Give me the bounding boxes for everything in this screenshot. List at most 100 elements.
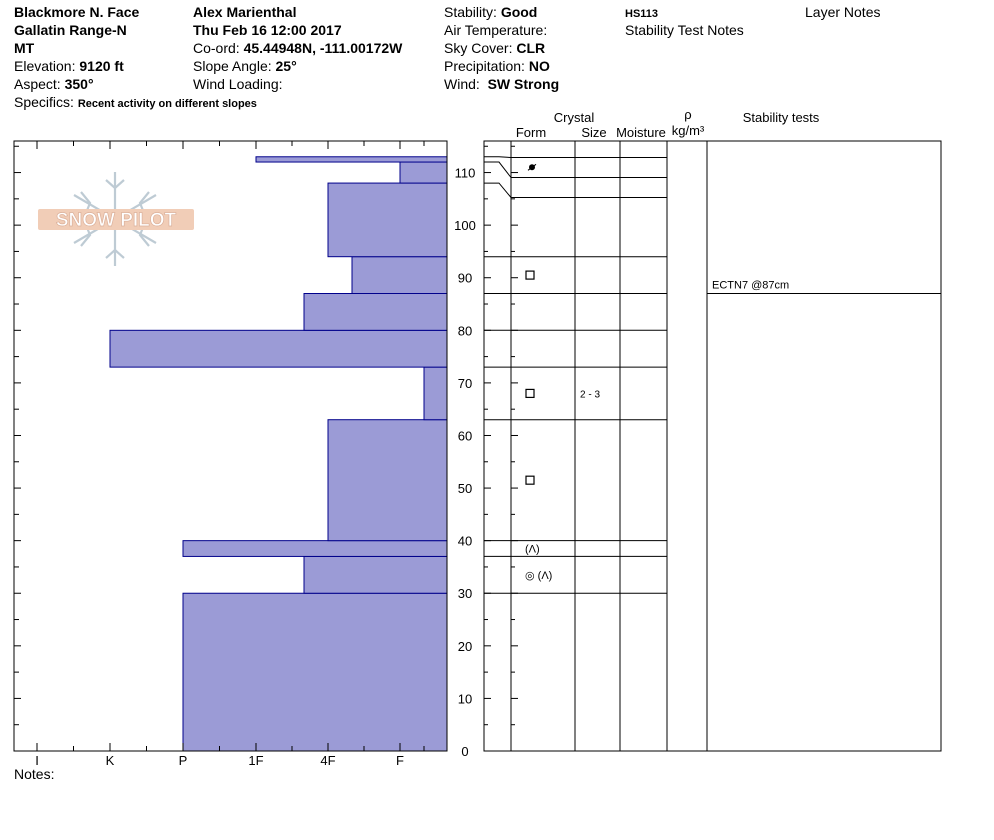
stability-label: Stability: bbox=[444, 4, 497, 20]
state-name: MT bbox=[14, 40, 35, 56]
crystal-symbols: 2 - 3 (Λ) ◎ (Λ) bbox=[525, 163, 600, 582]
aspect-label: Aspect: bbox=[14, 76, 61, 92]
crystal-form-label: (Λ) bbox=[525, 544, 540, 556]
height-tick-label: 40 bbox=[458, 534, 472, 549]
layer-connectors bbox=[484, 156, 512, 594]
wind-field: Wind: SW Strong bbox=[444, 75, 559, 93]
hardness-bar bbox=[303, 293, 448, 331]
snow-height: HS113 bbox=[625, 8, 659, 20]
logo-banner bbox=[38, 209, 194, 230]
faceted-crystal-icon bbox=[525, 270, 535, 280]
height-axis: 0 10 20 30 40 50 60 70 80 90 100 110 bbox=[14, 145, 476, 759]
snowpilot-logo: SNOW PILOT bbox=[38, 172, 194, 266]
size-header: Size bbox=[581, 125, 607, 140]
crystal-size-label: 2 - 3 bbox=[580, 389, 600, 400]
crystal-form-label: ◎ (Λ) bbox=[525, 570, 552, 582]
height-tick-label: 80 bbox=[458, 323, 472, 338]
layer-notes-title: Layer Notes bbox=[805, 4, 881, 20]
notes-label: Notes: bbox=[14, 766, 55, 782]
hardness-bar bbox=[399, 161, 448, 184]
height-tick-label: 20 bbox=[458, 639, 472, 654]
slope-label: Slope Angle: bbox=[193, 58, 272, 74]
hardness-bar bbox=[423, 366, 448, 421]
stability-test-notes-title: Stability Test Notes bbox=[625, 22, 744, 38]
hardness-bar bbox=[327, 182, 448, 258]
layer-connector bbox=[484, 156, 512, 158]
height-tick-label: 110 bbox=[455, 166, 476, 181]
coord-label: Co-ord: bbox=[193, 40, 240, 56]
sky-field: Sky Cover: CLR bbox=[444, 39, 545, 57]
rounding-grain-stroke bbox=[527, 163, 537, 171]
specifics-label: Specifics: bbox=[14, 94, 74, 110]
aspect-value: 350° bbox=[64, 76, 94, 92]
hardness-tick-label: F bbox=[396, 753, 404, 768]
form-header: Form bbox=[515, 125, 547, 140]
slope-value: 25° bbox=[275, 58, 297, 74]
height-tick-label: 60 bbox=[458, 428, 472, 443]
coord-value: 45.44948N, -111.00172W bbox=[243, 40, 403, 56]
precip-field: Precipitation: NO bbox=[444, 57, 550, 75]
hardness-bar bbox=[109, 329, 448, 368]
height-tick-label: 10 bbox=[458, 691, 472, 706]
precip-label: Precipitation: bbox=[444, 58, 525, 74]
elevation-label: Elevation: bbox=[14, 58, 76, 74]
stability-value: Good bbox=[500, 4, 538, 20]
profile-table bbox=[483, 140, 942, 752]
stability-results: ECTN7 @87cm bbox=[707, 280, 941, 294]
specifics-value: Recent activity on different slopes bbox=[77, 98, 257, 110]
height-tick-label: 0 bbox=[461, 744, 468, 759]
profile-layer-lines bbox=[511, 157, 667, 594]
location-name: Blackmore N. Face bbox=[14, 4, 140, 20]
range-name: Gallatin Range-N bbox=[14, 22, 127, 38]
coord-field: Co-ord: 45.44948N, -111.00172W bbox=[193, 39, 402, 57]
profile-tick-marks bbox=[484, 145, 518, 752]
faceted-crystal-icon bbox=[525, 475, 535, 485]
height-tick-label: 30 bbox=[458, 586, 472, 601]
hardness-plot-frame bbox=[13, 140, 448, 752]
crystal-header: Crystal bbox=[553, 110, 595, 125]
hardness-tick-label: 4F bbox=[320, 753, 335, 768]
faceted-crystal-icon bbox=[525, 388, 535, 399]
height-tick-label: 50 bbox=[458, 481, 472, 496]
moisture-header: Moisture bbox=[616, 125, 666, 140]
precip-value: NO bbox=[528, 58, 550, 74]
hardness-tick-label: 1F bbox=[248, 753, 263, 768]
sky-label: Sky Cover: bbox=[444, 40, 513, 56]
slope-field: Slope Angle: 25° bbox=[193, 57, 297, 75]
hardness-bar bbox=[255, 156, 448, 163]
hardness-bar bbox=[327, 419, 448, 542]
logo-text: SNOW PILOT bbox=[56, 210, 177, 231]
observer-name: Alex Marienthal bbox=[193, 4, 297, 20]
layer-connector bbox=[484, 182, 512, 198]
sky-value: CLR bbox=[516, 40, 546, 56]
layer-connector bbox=[484, 161, 512, 178]
elevation-value: 9120 ft bbox=[79, 58, 124, 74]
wind-label: Wind: bbox=[444, 76, 480, 92]
hardness-axis: I K P 1F 4F F bbox=[35, 141, 425, 768]
air-temp-label: Air Temperature: bbox=[444, 22, 548, 38]
profile-table-frame bbox=[483, 140, 942, 752]
height-tick-label: 90 bbox=[458, 271, 472, 286]
hardness-bar bbox=[351, 256, 448, 295]
wind-value: SW Strong bbox=[487, 76, 560, 92]
aspect-field: Aspect: 350° bbox=[14, 75, 94, 93]
height-tick-label: 100 bbox=[454, 218, 476, 233]
hardness-tick-label: I bbox=[35, 753, 39, 768]
hardness-tick-label: P bbox=[179, 753, 188, 768]
observation-datetime: Thu Feb 16 12:00 2017 bbox=[193, 22, 342, 38]
density-unit-header: kg/m³ bbox=[671, 123, 705, 138]
hardness-bar bbox=[303, 555, 448, 594]
stability-test-label: ECTN7 @87cm bbox=[712, 280, 789, 292]
stability-tests-header: Stability tests bbox=[742, 110, 820, 125]
height-tick-label: 70 bbox=[458, 376, 472, 391]
hardness-tick-label: K bbox=[106, 753, 115, 768]
wind-loading-label: Wind Loading: bbox=[193, 76, 283, 92]
hardness-bar bbox=[182, 540, 448, 557]
hardness-bars bbox=[109, 156, 448, 752]
elevation-field: Elevation: 9120 ft bbox=[14, 57, 124, 75]
rho-header: ρ bbox=[684, 107, 692, 122]
specifics-field: Specifics: Recent activity on different … bbox=[14, 93, 257, 113]
hardness-bar bbox=[182, 592, 448, 752]
stability-field: Stability: Good bbox=[444, 3, 537, 21]
